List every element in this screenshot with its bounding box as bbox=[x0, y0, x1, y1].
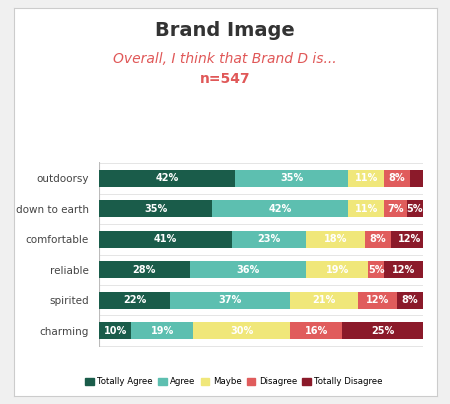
Bar bbox=[232, 231, 306, 248]
Text: 8%: 8% bbox=[402, 295, 419, 305]
Text: Overall, I think that Brand D is...: Overall, I think that Brand D is... bbox=[113, 52, 337, 65]
Text: Brand Image: Brand Image bbox=[155, 21, 295, 40]
Text: 30%: 30% bbox=[230, 326, 253, 336]
Bar bbox=[364, 231, 391, 248]
Text: 5%: 5% bbox=[407, 204, 423, 214]
Bar bbox=[99, 200, 212, 217]
Bar bbox=[99, 292, 170, 309]
Text: 12%: 12% bbox=[398, 234, 422, 244]
Bar bbox=[348, 170, 384, 187]
Text: 11%: 11% bbox=[355, 204, 378, 214]
Bar bbox=[397, 292, 423, 309]
Bar bbox=[290, 322, 342, 339]
Bar bbox=[99, 231, 232, 248]
Text: 16%: 16% bbox=[305, 326, 328, 336]
Bar bbox=[290, 292, 358, 309]
Bar bbox=[306, 231, 365, 248]
Bar bbox=[384, 200, 407, 217]
Bar bbox=[368, 261, 384, 278]
Text: 42%: 42% bbox=[155, 173, 179, 183]
Text: 22%: 22% bbox=[123, 295, 146, 305]
Text: 11%: 11% bbox=[355, 173, 378, 183]
Bar bbox=[170, 292, 290, 309]
Bar bbox=[358, 292, 397, 309]
Bar bbox=[410, 170, 423, 187]
Text: 19%: 19% bbox=[151, 326, 174, 336]
Text: 19%: 19% bbox=[325, 265, 349, 275]
Text: 36%: 36% bbox=[236, 265, 260, 275]
Bar bbox=[212, 200, 348, 217]
Bar bbox=[131, 322, 193, 339]
Text: 35%: 35% bbox=[144, 204, 167, 214]
Text: 10%: 10% bbox=[104, 326, 127, 336]
Bar bbox=[391, 231, 429, 248]
Bar bbox=[193, 322, 290, 339]
Bar bbox=[384, 261, 423, 278]
Text: 7%: 7% bbox=[387, 204, 404, 214]
Text: 12%: 12% bbox=[392, 265, 415, 275]
Text: 23%: 23% bbox=[257, 234, 281, 244]
Bar bbox=[235, 170, 348, 187]
Text: 21%: 21% bbox=[313, 295, 336, 305]
Bar bbox=[306, 261, 368, 278]
Text: 25%: 25% bbox=[371, 326, 394, 336]
Text: 42%: 42% bbox=[269, 204, 292, 214]
Bar bbox=[99, 261, 190, 278]
Bar bbox=[407, 200, 423, 217]
Bar bbox=[99, 170, 235, 187]
Bar bbox=[342, 322, 423, 339]
Bar bbox=[348, 200, 384, 217]
Text: 35%: 35% bbox=[280, 173, 303, 183]
Bar bbox=[99, 322, 131, 339]
Text: 41%: 41% bbox=[154, 234, 177, 244]
Text: 18%: 18% bbox=[324, 234, 347, 244]
Bar bbox=[190, 261, 306, 278]
Legend: Totally Agree, Agree, Maybe, Disagree, Totally Disagree: Totally Agree, Agree, Maybe, Disagree, T… bbox=[82, 374, 386, 389]
Text: 37%: 37% bbox=[219, 295, 242, 305]
Text: n=547: n=547 bbox=[200, 72, 250, 86]
Text: 8%: 8% bbox=[369, 234, 386, 244]
Text: 8%: 8% bbox=[389, 173, 405, 183]
Text: 28%: 28% bbox=[133, 265, 156, 275]
Bar bbox=[384, 170, 410, 187]
Text: 5%: 5% bbox=[368, 265, 384, 275]
Text: 12%: 12% bbox=[366, 295, 389, 305]
